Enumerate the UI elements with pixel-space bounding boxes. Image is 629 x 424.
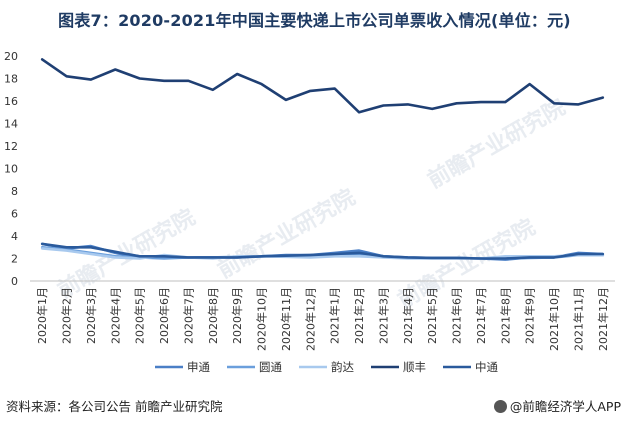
y-tick-label: 16 [4, 95, 18, 108]
x-tick-label: 2021年9月 [523, 287, 537, 344]
y-tick-label: 20 [4, 50, 18, 63]
watermark-text: 前瞻产业研究院 [213, 184, 359, 284]
y-tick-label: 14 [4, 118, 18, 131]
y-tick-label: 8 [11, 185, 18, 198]
x-tick-label: 2021年12月 [596, 287, 610, 351]
watermark-text: 前瞻产业研究院 [423, 94, 569, 194]
x-tick-label: 2021年10月 [547, 287, 561, 351]
legend-label: 韵达 [331, 360, 354, 374]
y-tick-label: 2 [11, 253, 18, 266]
x-tick-label: 2020年8月 [206, 287, 220, 344]
data-source: 资料来源：各公司公告 前瞻产业研究院 [6, 399, 223, 414]
x-tick-label: 2020年7月 [181, 287, 195, 344]
watermark-text: 前瞻产业研究院 [393, 214, 539, 314]
legend-label: 圆通 [259, 360, 282, 374]
y-tick-label: 6 [11, 208, 18, 221]
x-tick-label: 2020年3月 [84, 287, 98, 344]
y-tick-label: 12 [4, 140, 18, 153]
x-tick-label: 2021年4月 [401, 287, 415, 344]
x-tick-label: 2020年10月 [255, 287, 269, 351]
brand-credit: @前瞻经济学人APP [493, 396, 621, 415]
x-tick-label: 2020年11月 [279, 287, 293, 351]
x-tick-label: 2020年12月 [303, 287, 317, 351]
y-tick-label: 18 [4, 73, 18, 86]
x-tick-label: 2021年8月 [498, 287, 512, 344]
x-tick-label: 2020年4月 [108, 287, 122, 344]
chart-title: 图表7：2020-2021年中国主要快递上市公司单票收入情况(单位：元) [58, 11, 571, 30]
legend-label: 申通 [187, 360, 210, 374]
x-tick-label: 2021年7月 [474, 287, 488, 344]
series-line [40, 58, 605, 114]
series-line [40, 242, 605, 260]
x-tick-label: 2021年2月 [352, 287, 366, 344]
x-tick-label: 2020年6月 [157, 287, 171, 344]
y-tick-label: 4 [11, 230, 18, 243]
x-tick-label: 2021年3月 [376, 287, 390, 344]
legend-label: 中通 [475, 360, 498, 374]
y-tick-label: 10 [4, 163, 18, 176]
x-tick-label: 2020年5月 [133, 287, 147, 344]
x-tick-label: 2020年2月 [60, 287, 74, 344]
y-tick-label: 0 [11, 275, 18, 288]
x-tick-label: 2020年9月 [230, 287, 244, 344]
series-line [40, 247, 605, 260]
x-tick-label: 2021年6月 [450, 287, 464, 344]
brand-logo-icon [493, 400, 507, 413]
x-tick-label: 2021年5月 [425, 287, 439, 344]
brand-label: @前瞻经济学人APP [509, 399, 621, 414]
legend-label: 顺丰 [403, 360, 426, 374]
x-tick-label: 2021年11月 [571, 287, 585, 351]
x-tick-label: 2021年1月 [328, 287, 342, 344]
x-tick-label: 2020年1月 [35, 287, 49, 344]
